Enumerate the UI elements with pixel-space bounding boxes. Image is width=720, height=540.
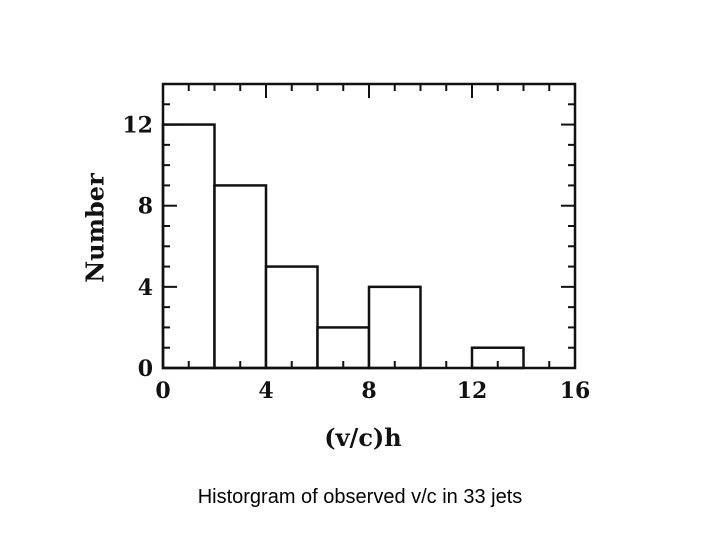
labels-layer: 0 4 8 12 16 0 4 8 12	[122, 113, 590, 404]
histogram-bar-1	[213, 184, 268, 370]
y-tick-label: 4	[138, 275, 153, 301]
y-tick-label: 0	[138, 356, 153, 382]
x-tick-label: 0	[155, 378, 170, 404]
x-tick-label: 8	[361, 378, 376, 404]
histogram-bar-4	[367, 285, 422, 370]
x-axis-label: (v/c)h	[324, 423, 401, 452]
plot-frame	[161, 82, 577, 370]
y-tick-label: 8	[138, 194, 153, 220]
x-tick-label: 12	[457, 378, 488, 404]
y-axis-label: Number	[81, 173, 110, 283]
y-tick-label: 12	[122, 113, 153, 139]
histogram-bar-2	[264, 265, 319, 370]
histogram-bar-0	[161, 123, 216, 370]
x-tick-label: 16	[560, 378, 591, 404]
figure-caption: Historgram of observed v/c in 33 jets	[197, 486, 523, 508]
x-tick-label: 4	[258, 378, 273, 404]
bars-layer	[161, 123, 525, 370]
